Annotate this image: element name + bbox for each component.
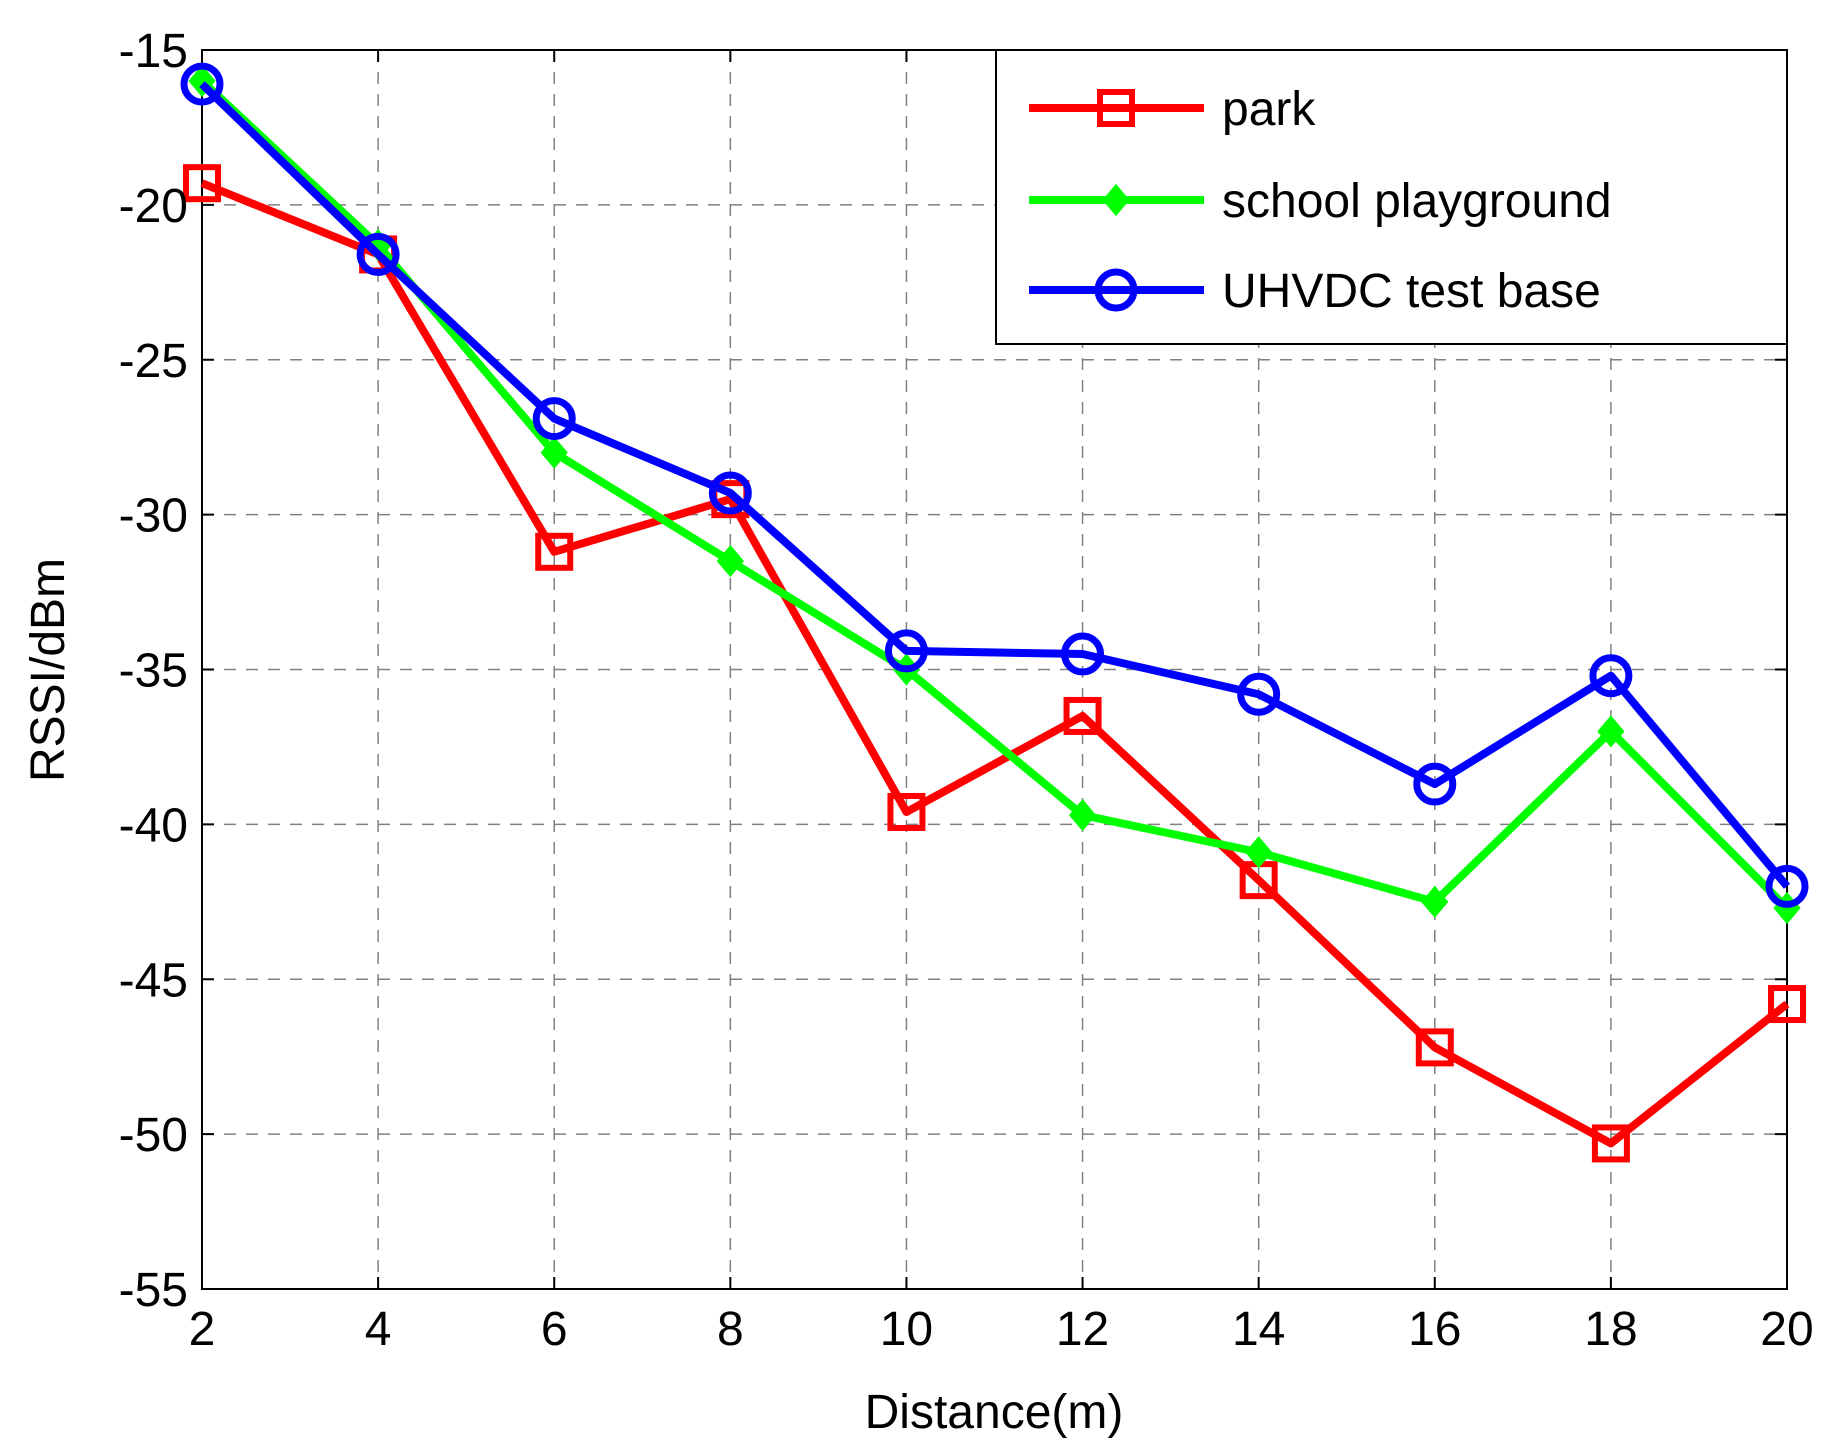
legend-label: park — [1222, 83, 1316, 136]
data-point — [1237, 672, 1281, 716]
y-tick-label: -25 — [119, 335, 188, 388]
data-point — [532, 397, 576, 441]
y-tick-label: -20 — [119, 180, 188, 233]
x-tick-label: 4 — [365, 1303, 392, 1356]
data-point — [708, 471, 752, 515]
data-point — [540, 436, 568, 469]
x-tick-label: 8 — [717, 1303, 744, 1356]
y-tick-label: -40 — [119, 799, 188, 852]
series-3 — [180, 62, 1809, 908]
y-tick-label: -35 — [119, 645, 188, 698]
data-point — [884, 629, 928, 673]
x-tick-label: 10 — [880, 1303, 933, 1356]
data-point — [1765, 864, 1809, 908]
data-point — [535, 532, 574, 571]
x-tick-label: 6 — [541, 1303, 568, 1356]
data-point — [1591, 1124, 1630, 1163]
y-axis-label: RSSI/dBm — [22, 558, 75, 782]
data-point — [1421, 885, 1449, 918]
x-tick-label: 20 — [1760, 1303, 1813, 1356]
series-line — [200, 179, 1790, 1148]
legend-entry: school playground — [1029, 175, 1612, 228]
data-point — [356, 232, 400, 276]
legend-label: school playground — [1222, 175, 1612, 228]
data-point — [1063, 696, 1102, 735]
data-point — [1768, 985, 1806, 1024]
series-line — [199, 81, 1791, 889]
legend: park school playground UHVDC test base — [995, 49, 1788, 345]
data-point — [183, 164, 221, 203]
x-tick-label: 12 — [1056, 1303, 1109, 1356]
legend-marker — [1094, 268, 1138, 312]
x-tick-label: 2 — [189, 1303, 216, 1356]
grid — [202, 50, 1787, 1289]
legend-label: UHVDC test base — [1222, 265, 1601, 318]
data-point — [1068, 798, 1097, 832]
x-axis-label: Distance(m) — [865, 1386, 1124, 1439]
legend-entry: UHVDC test base — [1029, 265, 1601, 318]
x-tick-label: 16 — [1408, 1303, 1461, 1356]
y-tick-label: -45 — [119, 954, 188, 1007]
x-axis-ticks: 2 4 6 8 10 12 14 16 18 20 — [189, 50, 1814, 1356]
y-tick-label: -55 — [119, 1264, 188, 1317]
legend-marker — [1102, 183, 1130, 217]
data-point — [1415, 1028, 1454, 1067]
data-point — [887, 792, 926, 831]
y-tick-label: -15 — [119, 25, 188, 78]
data-point — [716, 544, 744, 578]
series-layer — [180, 62, 1809, 1163]
y-tick-label: -50 — [119, 1109, 188, 1162]
series-line — [199, 78, 1790, 911]
x-tick-label: 14 — [1232, 1303, 1285, 1356]
y-tick-label: -30 — [119, 490, 188, 543]
data-point — [1589, 654, 1633, 698]
legend-marker — [1097, 89, 1135, 127]
data-point — [1597, 715, 1625, 748]
x-tick-label: 18 — [1584, 1303, 1637, 1356]
data-point — [180, 62, 224, 106]
data-point — [1245, 836, 1273, 869]
data-point — [1061, 632, 1105, 676]
y-axis-ticks: -15 -20 -25 -30 -35 -40 -45 -50 -55 — [119, 25, 1787, 1317]
legend-entry: park — [1029, 83, 1316, 136]
data-point — [1413, 762, 1457, 806]
